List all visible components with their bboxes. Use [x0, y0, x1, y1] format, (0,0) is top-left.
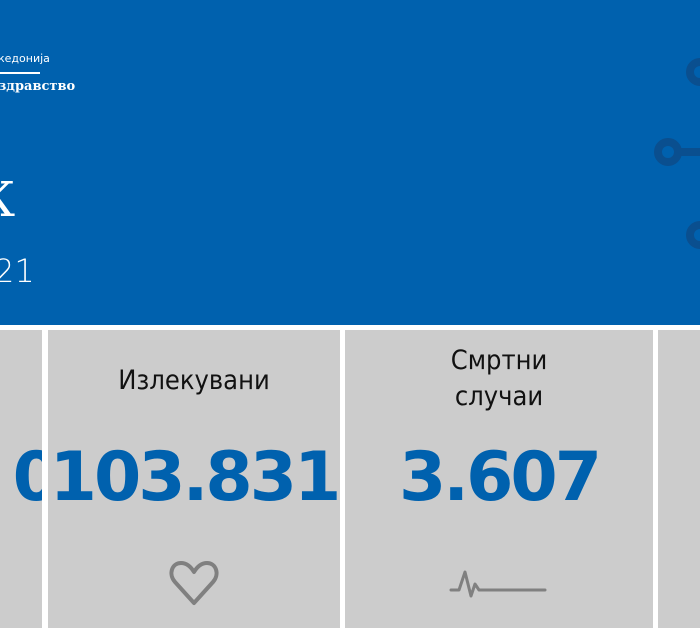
stat-title-line1: Смртни — [450, 345, 548, 376]
stat-card-partial-left: 0 — [0, 330, 42, 628]
circuit-decoration-icon — [654, 58, 700, 249]
heart-icon — [169, 561, 219, 605]
ministry-name-text: здравство — [0, 79, 76, 94]
stat-card-partial-right: 1 — [658, 330, 700, 628]
ministry-country-text: кедонија — [0, 52, 50, 65]
stat-value: 1 — [694, 438, 700, 518]
stat-title: Излекувани — [118, 365, 270, 396]
stat-value: 3.607 — [398, 438, 602, 517]
year-text: 21 — [0, 252, 35, 290]
stat-card-deaths: Смртни случаи 3.607 — [345, 330, 653, 628]
stat-value: 0 — [12, 438, 42, 517]
stat-card-recovered: Излекувани 103.831 — [48, 330, 340, 628]
page-title: К — [0, 172, 15, 228]
header-banner: кедонија здравство К 21 — [0, 0, 700, 325]
stat-title-line2: случаи — [454, 381, 544, 412]
heartbeat-icon — [449, 570, 547, 598]
logo-divider — [0, 72, 40, 74]
stat-value: 103.831 — [49, 438, 340, 517]
